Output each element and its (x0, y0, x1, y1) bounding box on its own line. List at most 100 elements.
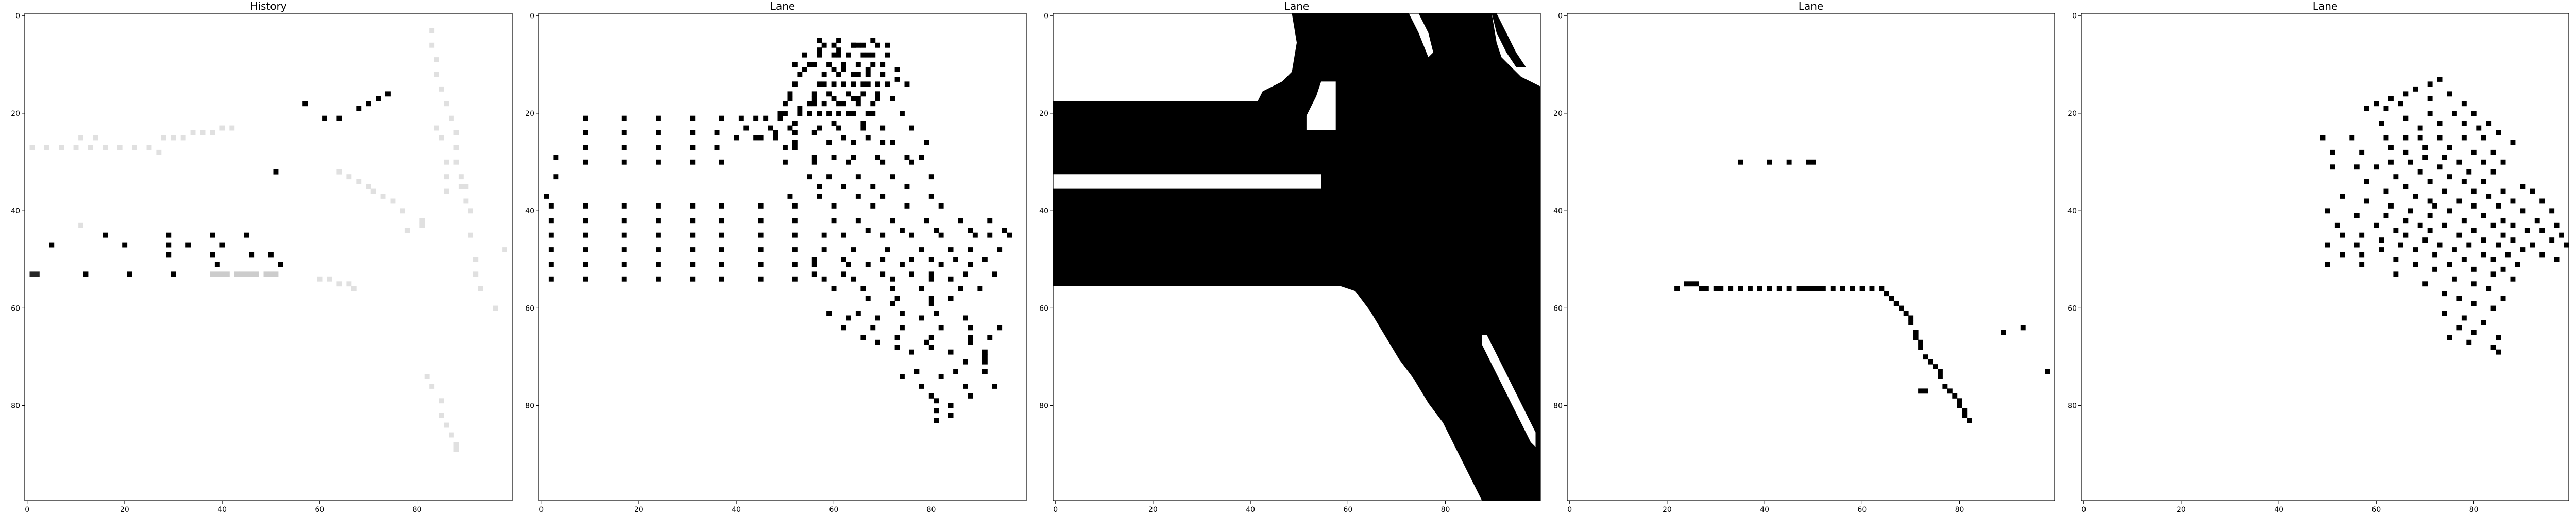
cell-mark (244, 232, 249, 238)
y-tick-label: 0 (530, 12, 534, 21)
x-tick-label: 0 (2081, 506, 2086, 514)
cell-mark (690, 232, 696, 238)
cell-mark (972, 232, 978, 238)
cell-mark (2520, 208, 2526, 214)
cell-mark (2417, 169, 2423, 175)
cell-mark (2481, 179, 2486, 184)
cell-mark (807, 111, 812, 116)
cell-mark (185, 242, 191, 248)
cell-mark (811, 101, 817, 107)
cell-mark (2442, 291, 2447, 297)
cell-mark (553, 154, 559, 160)
cell-mark (787, 194, 793, 199)
cell-mark (463, 184, 469, 189)
cell-mark (219, 271, 225, 277)
x-tick-label: 80 (1441, 506, 1450, 514)
cell-mark (2461, 121, 2467, 126)
panel-1: 0 20 40 60 80 0 20 40 60 80 History (11, 0, 513, 514)
cell-mark (811, 262, 817, 267)
cell-mark (656, 130, 661, 135)
cell-mark (758, 276, 764, 282)
cell-mark (2496, 203, 2501, 209)
cell-mark (656, 115, 661, 121)
cell-mark (900, 111, 905, 116)
y-tick-label: 40 (2067, 207, 2077, 215)
cell-mark (2398, 242, 2403, 248)
cell-mark (2549, 208, 2555, 214)
y-tick-label: 60 (11, 304, 20, 313)
cell-mark (583, 262, 588, 267)
cell-mark (273, 169, 279, 175)
cell-mark (2471, 266, 2477, 272)
cell-mark (919, 286, 924, 291)
cell-mark (2510, 140, 2516, 145)
cell-mark (880, 72, 886, 77)
cell-mark (2500, 232, 2506, 238)
cell-mark (444, 188, 449, 194)
cell-mark (792, 262, 798, 267)
cell-mark (797, 106, 803, 111)
cell-mark (44, 145, 49, 150)
cell-mark (2379, 121, 2384, 126)
cell-mark (690, 115, 696, 121)
cell-mark (239, 271, 245, 277)
cell-mark (1738, 286, 1743, 291)
cell-mark (1738, 159, 1743, 165)
cell-mark (900, 325, 905, 331)
cell-mark (792, 232, 798, 238)
cell-mark (763, 115, 769, 121)
x-tick-label: 60 (1343, 506, 1352, 514)
cell-mark (934, 398, 939, 404)
cell-mark (982, 349, 988, 355)
cell-mark (2486, 194, 2492, 199)
cell-mark (846, 91, 851, 97)
cell-mark (928, 301, 934, 306)
x-tick-label: 80 (1955, 506, 1964, 514)
cell-mark (968, 228, 973, 233)
cell-mark (885, 81, 890, 87)
cell-mark (268, 252, 274, 258)
cell-mark (1918, 345, 1923, 350)
cell-mark (2325, 242, 2330, 248)
cell-mark (2437, 77, 2443, 82)
cell-mark (219, 242, 225, 248)
cell-mark (2320, 135, 2326, 141)
cell-mark (890, 286, 895, 291)
cell-mark (621, 276, 627, 282)
cell-mark (948, 349, 954, 355)
cell-mark (444, 174, 449, 180)
cell-mark (161, 135, 166, 141)
x-tick-label: 60 (829, 506, 838, 514)
cell-mark (919, 247, 924, 252)
cell-mark (890, 301, 895, 306)
cell-mark (127, 271, 132, 277)
chart-title: History (250, 0, 286, 12)
cell-mark (268, 271, 274, 277)
cell-mark (2422, 145, 2428, 150)
cell-mark (1967, 418, 1972, 423)
cell-mark (502, 247, 507, 252)
cell-mark (219, 125, 225, 131)
cell-mark (831, 154, 837, 160)
axes-frame (2081, 13, 2569, 501)
cell-mark (434, 125, 439, 131)
cell-mark (855, 72, 861, 77)
y-tick-label: 20 (1553, 110, 1563, 118)
cell-mark (2564, 242, 2569, 248)
cell-mark (449, 432, 454, 438)
cell-mark (900, 311, 905, 316)
cell-mark (865, 52, 871, 58)
cell-mark (171, 135, 176, 141)
cell-mark (2393, 174, 2399, 180)
cell-mark (968, 325, 973, 331)
cell-mark (2379, 247, 2384, 252)
cell-mark (2340, 252, 2345, 258)
cell-mark (817, 194, 822, 199)
cell-mark (900, 262, 905, 267)
cell-mark (1908, 320, 1914, 325)
cell-mark (982, 359, 988, 365)
cell-mark (2539, 198, 2545, 204)
cell-mark (2427, 96, 2433, 101)
cell-mark (938, 325, 944, 331)
cell-mark (831, 96, 837, 101)
